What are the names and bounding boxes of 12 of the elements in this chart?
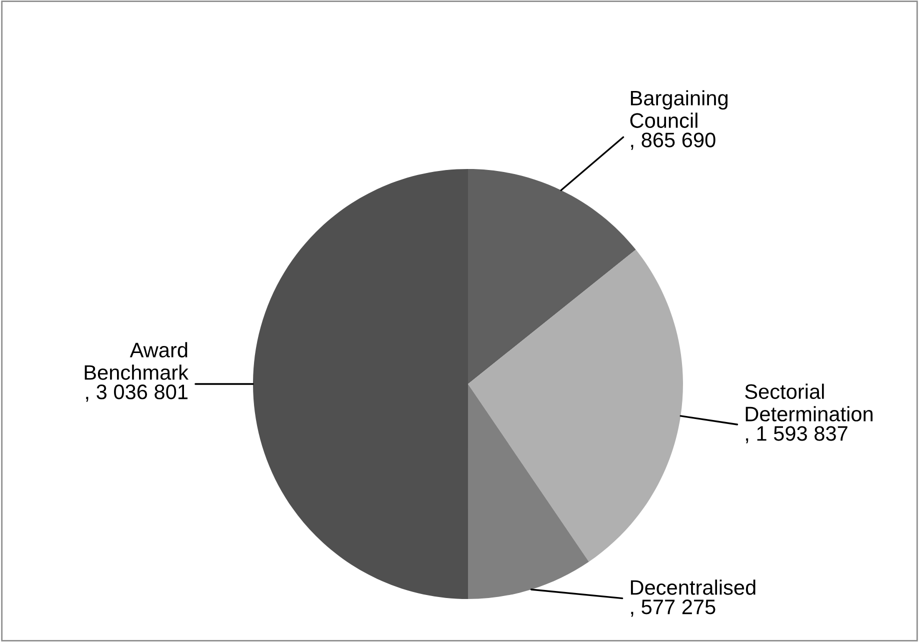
slice-label: Decentralised (630, 580, 756, 595)
slice-label: Bargaining Council (630, 90, 728, 128)
slice-label: Sectorial Determination (745, 384, 872, 422)
pie-slice (253, 169, 468, 599)
data-label: , 3 036 801 (86, 384, 188, 402)
pie-slice (468, 384, 589, 599)
slice-label: Award Benchmark (84, 342, 189, 380)
data-label: , 865 690 (631, 132, 716, 150)
data-label: , 1 593 837 (746, 426, 848, 444)
data-label: , 577 275 (631, 600, 716, 617)
pie-slice (468, 250, 683, 562)
pie-slice (468, 169, 636, 384)
